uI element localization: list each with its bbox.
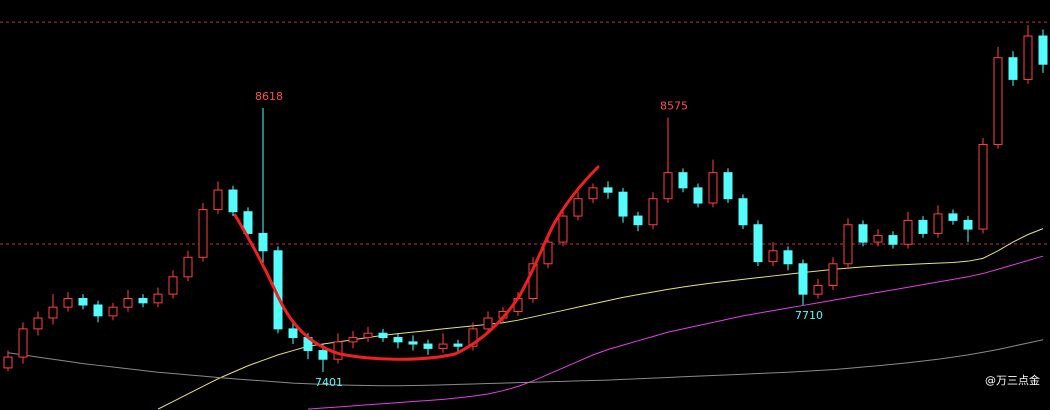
- candle-body: [798, 263, 808, 295]
- candle-body: [858, 224, 868, 243]
- candle-body: [648, 198, 658, 226]
- candle-body: [618, 191, 628, 217]
- candle-body: [78, 297, 88, 306]
- candle-body: [963, 219, 973, 230]
- candle-body: [363, 332, 373, 339]
- candle-body: [33, 317, 43, 330]
- candle-body: [993, 57, 1003, 145]
- candle-body: [873, 235, 883, 243]
- candle-body: [93, 304, 103, 317]
- candle-body: [213, 189, 223, 211]
- candle-body: [63, 297, 73, 308]
- candle-body: [183, 256, 193, 278]
- candle-body: [528, 263, 538, 299]
- candle-body: [723, 172, 733, 200]
- moving-average-line: [307, 255, 1044, 410]
- extreme-label: 8618: [255, 90, 283, 103]
- candle-body: [558, 215, 568, 243]
- candle-body: [603, 187, 613, 193]
- candle-body: [813, 284, 823, 295]
- annotation-curve: [233, 165, 600, 361]
- candle-body: [933, 213, 943, 234]
- candle-body: [348, 337, 358, 343]
- candle-body: [288, 328, 298, 339]
- candle-body: [48, 306, 58, 319]
- candle-body: [483, 317, 493, 330]
- candle-body: [1023, 35, 1033, 80]
- candle-body: [948, 213, 958, 221]
- candle-body: [1038, 35, 1048, 65]
- watermark: @万三点金: [985, 373, 1040, 387]
- candle-body: [678, 172, 688, 189]
- candle-body: [903, 219, 913, 245]
- candle-body: [633, 215, 643, 226]
- candle-body: [3, 356, 13, 369]
- candle-body: [768, 250, 778, 263]
- candle-body: [1008, 57, 1018, 80]
- candle-body: [468, 328, 478, 347]
- candle-body: [393, 337, 403, 343]
- candle-body: [258, 232, 268, 252]
- candle-body: [753, 224, 763, 263]
- candle-body: [243, 211, 253, 234]
- moving-average-line: [7, 339, 1044, 387]
- candle-body: [423, 343, 433, 349]
- candle-body: [978, 143, 988, 230]
- candle-body: [888, 235, 898, 245]
- candle-body: [663, 172, 673, 200]
- candle-body: [198, 209, 208, 258]
- candle-body: [453, 343, 463, 347]
- candle-body: [438, 343, 448, 349]
- candle-body: [153, 293, 163, 304]
- candle-body: [138, 297, 148, 304]
- candle-body: [783, 250, 793, 265]
- moving-averages: [0, 21, 1050, 410]
- extreme-label: 8575: [660, 99, 688, 112]
- candle-body: [843, 224, 853, 265]
- extreme-label: 7401: [315, 376, 343, 389]
- candle-body: [18, 328, 28, 358]
- candle-body: [108, 306, 118, 317]
- candle-body: [318, 350, 328, 360]
- candle-body: [708, 172, 718, 204]
- extreme-label: 7710: [795, 309, 823, 322]
- candle-body: [588, 187, 598, 200]
- candle-body: [828, 263, 838, 286]
- candle-body: [693, 187, 703, 204]
- candles: [3, 25, 1048, 373]
- candle-body: [918, 219, 928, 234]
- candle-body: [228, 189, 238, 213]
- candle-body: [123, 297, 133, 308]
- candle-body: [543, 241, 553, 265]
- candle-body: [378, 332, 388, 339]
- candle-body: [738, 198, 748, 226]
- candle-body: [168, 276, 178, 295]
- candle-body: [573, 198, 583, 217]
- candle-body: [333, 341, 343, 360]
- candle-body: [408, 341, 418, 345]
